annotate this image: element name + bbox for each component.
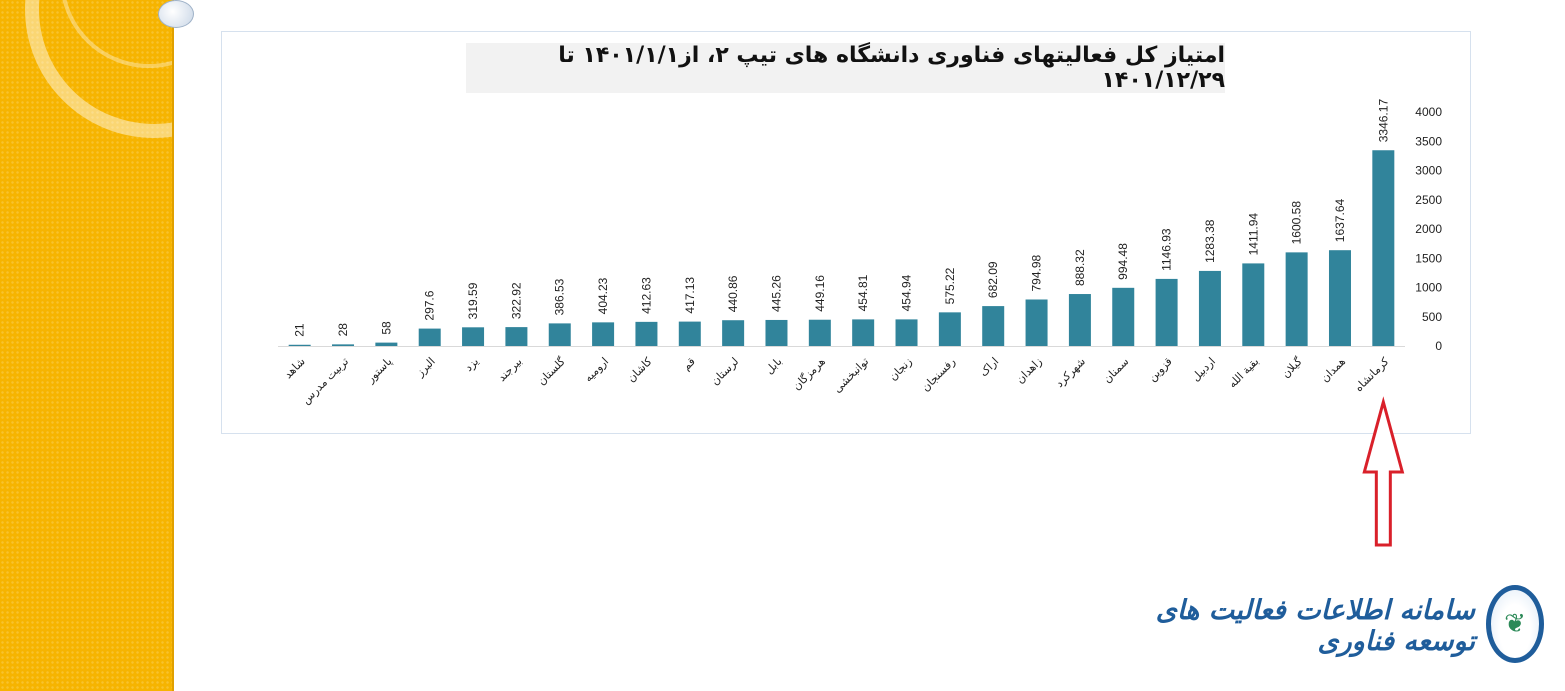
y-tick-label: 3500 xyxy=(1415,134,1442,148)
bar xyxy=(592,322,615,346)
y-tick-label: 0 xyxy=(1435,339,1442,353)
category-label: شهرکرد xyxy=(1053,355,1088,390)
category-label: یزد xyxy=(462,355,481,374)
bar xyxy=(1198,270,1221,346)
category-label: تربیت مدرس xyxy=(299,355,351,407)
data-label: 1600.58 xyxy=(1290,201,1304,245)
bar xyxy=(332,344,355,346)
decorative-bubble xyxy=(158,0,194,28)
y-tick-label: 2000 xyxy=(1415,222,1442,236)
data-label: 682.09 xyxy=(986,261,1000,298)
bar xyxy=(678,321,701,346)
category-label: اراک xyxy=(977,355,1001,379)
data-label: 1411.94 xyxy=(1246,213,1260,256)
data-label: 1283.38 xyxy=(1203,219,1217,263)
category-label: بابل xyxy=(763,355,785,377)
bar xyxy=(418,328,441,346)
bar xyxy=(722,320,745,346)
data-label: 440.86 xyxy=(726,275,740,312)
category-label: اردبیل xyxy=(1189,355,1218,384)
bar xyxy=(635,321,658,346)
bar xyxy=(1372,150,1395,346)
leaf-emblem-icon: ❦ xyxy=(1486,585,1544,663)
data-label: 1146.93 xyxy=(1160,228,1174,271)
data-label: 21 xyxy=(293,323,307,337)
site-logo: سامانه اطلاعات فعالیت های توسعه فناوری ❦ xyxy=(1140,583,1550,668)
category-label: شاهد xyxy=(282,355,308,381)
bar xyxy=(1285,252,1308,346)
bar xyxy=(1025,299,1048,346)
category-label: بقیة الله xyxy=(1226,355,1262,391)
bar xyxy=(895,319,918,346)
category-label: کرمانشاه xyxy=(1352,354,1392,394)
category-label: همدان xyxy=(1318,355,1348,385)
category-label: بیرجند xyxy=(495,355,524,384)
data-label: 794.98 xyxy=(1030,254,1044,291)
bar xyxy=(982,306,1005,346)
data-label: 386.53 xyxy=(553,278,567,315)
chart-title: امتیاز کل فعالیتهای فناوری دانشگاه های ت… xyxy=(466,43,1225,93)
data-label: 417.13 xyxy=(683,277,697,314)
data-label: 1637.64 xyxy=(1333,198,1347,242)
bar xyxy=(938,312,961,346)
bar xyxy=(852,319,875,346)
data-label: 445.26 xyxy=(769,275,783,312)
bar xyxy=(765,319,788,346)
decorative-side-band xyxy=(0,0,174,691)
category-label: قم xyxy=(680,355,698,373)
category-label: قزوین xyxy=(1146,355,1175,384)
data-label: 994.48 xyxy=(1116,243,1130,280)
y-tick-label: 1500 xyxy=(1415,251,1442,265)
bar xyxy=(1068,294,1091,346)
bar xyxy=(1155,278,1178,346)
y-tick-label: 3000 xyxy=(1415,164,1442,178)
data-label: 412.63 xyxy=(639,277,653,314)
y-tick-label: 4000 xyxy=(1415,105,1442,119)
category-label: هرمزگان xyxy=(790,355,828,393)
data-label: 3346.17 xyxy=(1376,99,1390,143)
data-label: 454.94 xyxy=(900,274,914,311)
bar xyxy=(505,327,528,346)
category-label: رفسنجان xyxy=(919,355,958,394)
category-label: کاشان xyxy=(625,354,655,384)
bar xyxy=(288,344,311,346)
bar xyxy=(548,323,571,346)
data-label: 449.16 xyxy=(813,275,827,312)
category-label: زنجان xyxy=(886,355,914,383)
data-label: 297.6 xyxy=(423,290,437,320)
category-label: پاستور xyxy=(363,355,394,386)
bar xyxy=(1328,250,1351,346)
category-label: توانبخشی xyxy=(831,355,871,395)
category-label: البرز xyxy=(413,355,438,380)
data-label: 454.81 xyxy=(856,274,870,311)
data-label: 319.59 xyxy=(466,282,480,319)
y-tick-label: 2500 xyxy=(1415,193,1442,207)
data-label: 28 xyxy=(336,323,350,337)
data-label: 58 xyxy=(379,321,393,335)
category-label: لرستان xyxy=(708,355,741,388)
bar xyxy=(375,342,398,346)
logo-text: سامانه اطلاعات فعالیت های توسعه فناوری xyxy=(1155,595,1475,657)
bar xyxy=(1112,287,1135,346)
data-label: 322.92 xyxy=(509,282,523,319)
data-label: 404.23 xyxy=(596,277,610,314)
category-label: ارومیه xyxy=(582,355,612,385)
category-label: گلستان xyxy=(535,354,568,387)
bar xyxy=(1242,263,1265,346)
bar xyxy=(462,327,485,346)
data-label: 575.22 xyxy=(943,267,957,304)
category-label: گیلان xyxy=(1279,354,1305,380)
annotation-arrow xyxy=(1362,396,1405,547)
category-label: سمنان xyxy=(1101,355,1132,386)
category-label: زاهدان xyxy=(1014,355,1045,386)
chart-frame xyxy=(221,31,1471,434)
bar xyxy=(808,319,831,346)
y-tick-label: 500 xyxy=(1422,310,1442,324)
y-tick-label: 1000 xyxy=(1415,281,1442,295)
data-label: 888.32 xyxy=(1073,249,1087,286)
